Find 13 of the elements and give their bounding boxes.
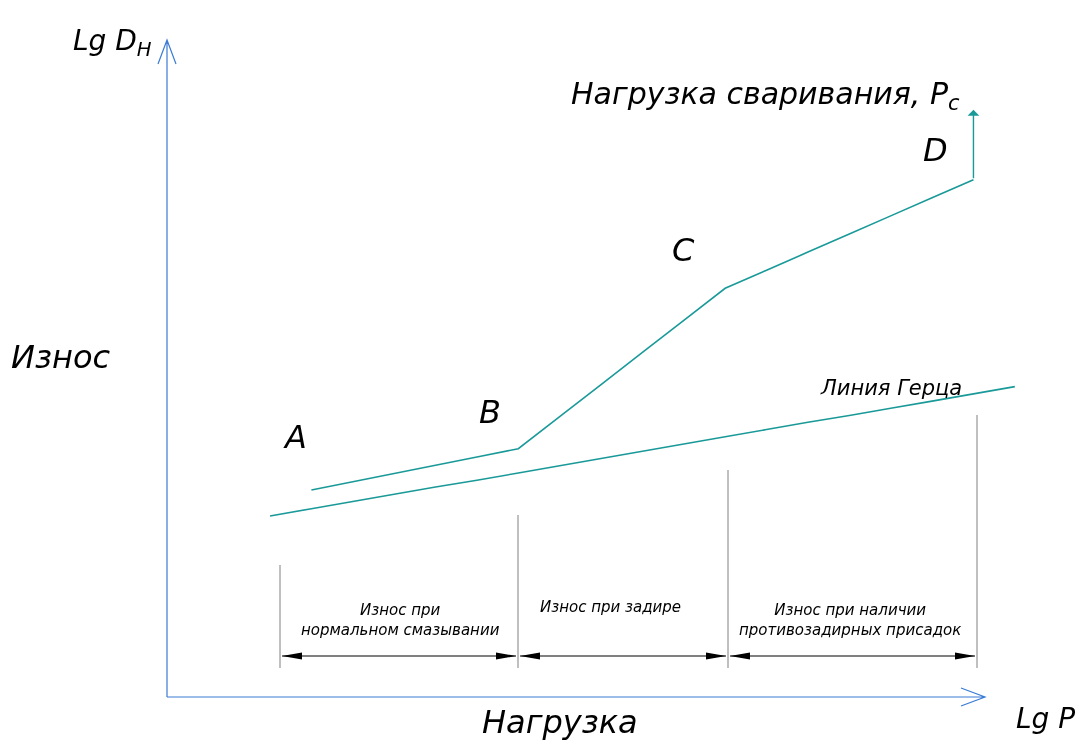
text: D [923, 131, 948, 169]
annotation: A [283, 418, 307, 456]
annotation: C [672, 231, 695, 269]
text: Lg P [1016, 702, 1076, 735]
annotation: B [479, 393, 501, 431]
annotation: Износ при наличии противозадирных присадок [739, 601, 962, 639]
annotation: Износ при нормальном смазывании [301, 601, 500, 639]
annotation: Износ при задире [540, 598, 682, 616]
x-axis-title: Нагрузка [482, 703, 638, 741]
text: Lg D$_{H}$ [73, 24, 152, 61]
series-label: Линия Герца [820, 376, 963, 400]
y-axis-title: Износ [11, 338, 111, 376]
text: Нагрузка сваривания, P$_{c}$ [571, 76, 960, 116]
